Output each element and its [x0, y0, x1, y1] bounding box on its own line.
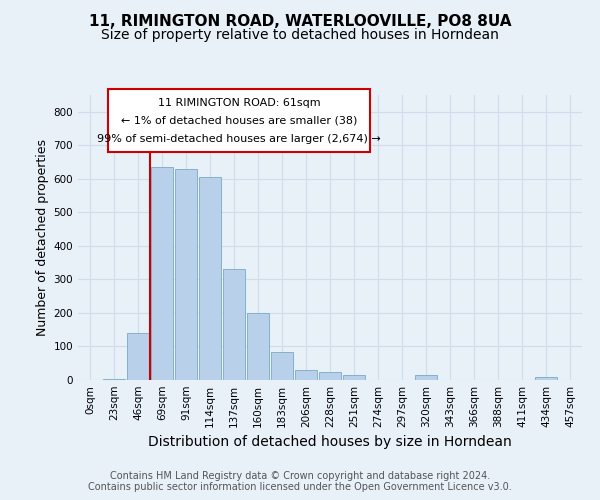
Bar — [415, 375, 437, 380]
Bar — [295, 370, 317, 380]
Bar — [319, 372, 341, 380]
Bar — [127, 333, 149, 380]
Bar — [247, 313, 269, 380]
Bar — [535, 378, 557, 380]
FancyBboxPatch shape — [108, 90, 370, 152]
Text: 11, RIMINGTON ROAD, WATERLOOVILLE, PO8 8UA: 11, RIMINGTON ROAD, WATERLOOVILLE, PO8 8… — [89, 14, 511, 29]
Bar — [175, 169, 197, 380]
Bar — [223, 270, 245, 380]
Text: Contains HM Land Registry data © Crown copyright and database right 2024.: Contains HM Land Registry data © Crown c… — [110, 471, 490, 481]
Text: 99% of semi-detached houses are larger (2,674) →: 99% of semi-detached houses are larger (… — [97, 134, 381, 144]
Text: Contains public sector information licensed under the Open Government Licence v3: Contains public sector information licen… — [88, 482, 512, 492]
Bar — [199, 177, 221, 380]
Text: 11 RIMINGTON ROAD: 61sqm: 11 RIMINGTON ROAD: 61sqm — [158, 98, 320, 108]
Bar — [271, 352, 293, 380]
Text: Size of property relative to detached houses in Horndean: Size of property relative to detached ho… — [101, 28, 499, 42]
Bar — [151, 167, 173, 380]
Text: ← 1% of detached houses are smaller (38): ← 1% of detached houses are smaller (38) — [121, 116, 358, 126]
X-axis label: Distribution of detached houses by size in Horndean: Distribution of detached houses by size … — [148, 436, 512, 450]
Y-axis label: Number of detached properties: Number of detached properties — [37, 139, 49, 336]
Bar — [343, 375, 365, 380]
